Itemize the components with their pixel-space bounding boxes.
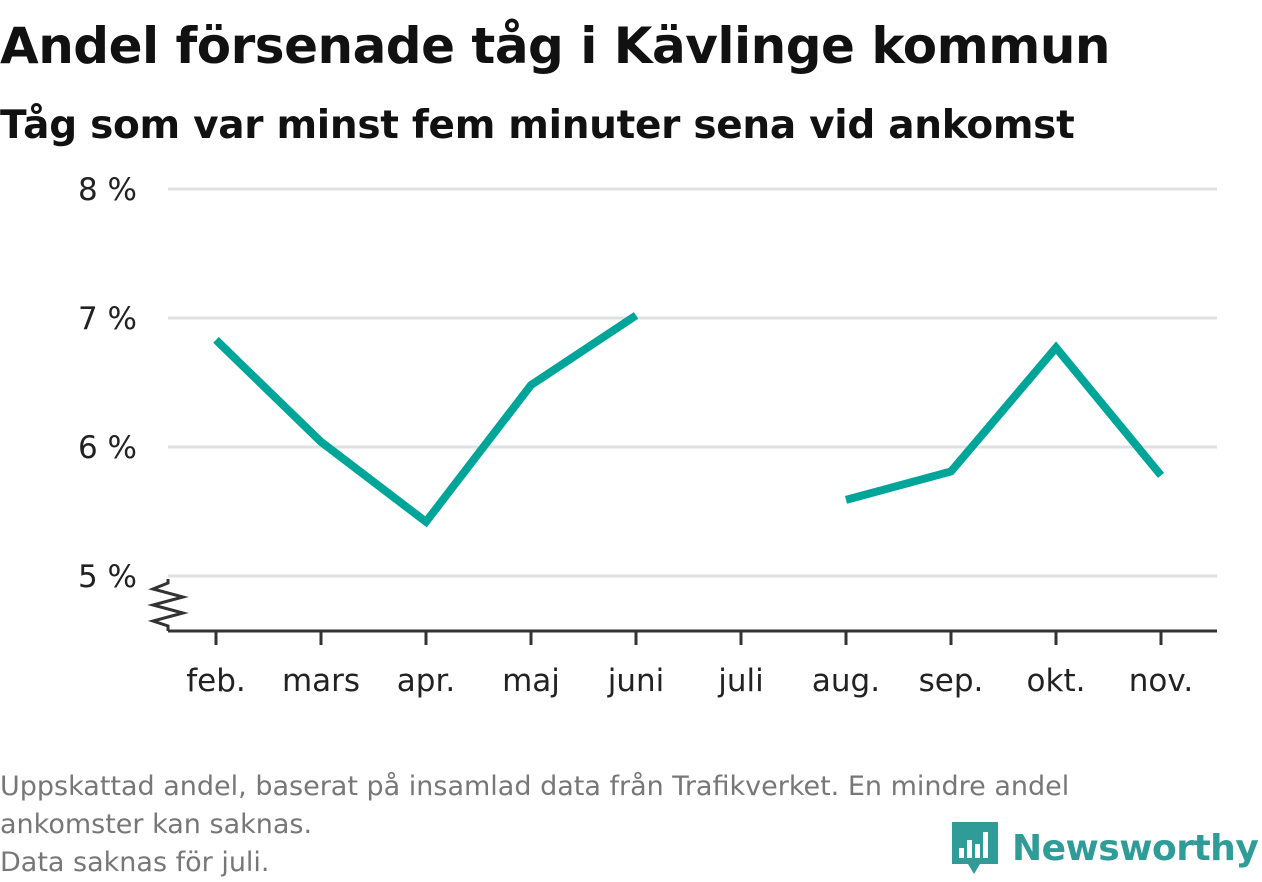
bar-chart-speech-bubble-icon bbox=[952, 822, 998, 874]
x-tick-label: nov. bbox=[1129, 663, 1193, 699]
newsworthy-logo: Newsworthy bbox=[950, 818, 1259, 878]
series-lines bbox=[213, 312, 1165, 528]
x-tick-label: okt. bbox=[1027, 663, 1086, 699]
y-tick-label: 8 % bbox=[78, 172, 137, 208]
x-tick-label: juli bbox=[717, 663, 764, 699]
series-line-segment bbox=[844, 341, 1165, 504]
y-tick-label: 5 % bbox=[78, 559, 137, 595]
brand-name: Newsworthy bbox=[1012, 827, 1259, 869]
y-tick-label: 6 % bbox=[78, 430, 137, 466]
gridlines bbox=[168, 187, 1217, 578]
x-tick-label: juni bbox=[607, 663, 665, 699]
chart-title: Andel försenade tåg i Kävlinge kommun bbox=[0, 17, 1111, 75]
series-line-segment bbox=[213, 312, 639, 528]
footer-note-line-2: ankomster kan saknas. bbox=[0, 809, 313, 840]
x-tick-label: maj bbox=[502, 663, 560, 699]
x-tick-label: sep. bbox=[919, 663, 984, 699]
footer-note: Uppskattad andel, baserat på insamlad da… bbox=[0, 768, 1250, 882]
y-tick-label: 7 % bbox=[78, 301, 137, 337]
x-tick-label: feb. bbox=[186, 663, 246, 699]
x-axis: feb. mars apr. maj juni juli aug. sep. okt. nov. bbox=[147, 579, 1217, 699]
footer-note-line-3: Data saknas för juli. bbox=[0, 847, 270, 878]
footer-note-line-1: Uppskattad andel, baserat på insamlad da… bbox=[0, 771, 1070, 802]
x-tick-label: apr. bbox=[397, 663, 455, 699]
y-axis-labels: 5 % 6 % 7 % 8 % bbox=[78, 172, 137, 595]
x-tick-label: mars bbox=[282, 663, 360, 699]
chart-subtitle: Tåg som var minst fem minuter sena vid a… bbox=[0, 103, 1075, 148]
x-tick-label: aug. bbox=[812, 663, 880, 699]
axis-break-mark bbox=[147, 579, 189, 631]
